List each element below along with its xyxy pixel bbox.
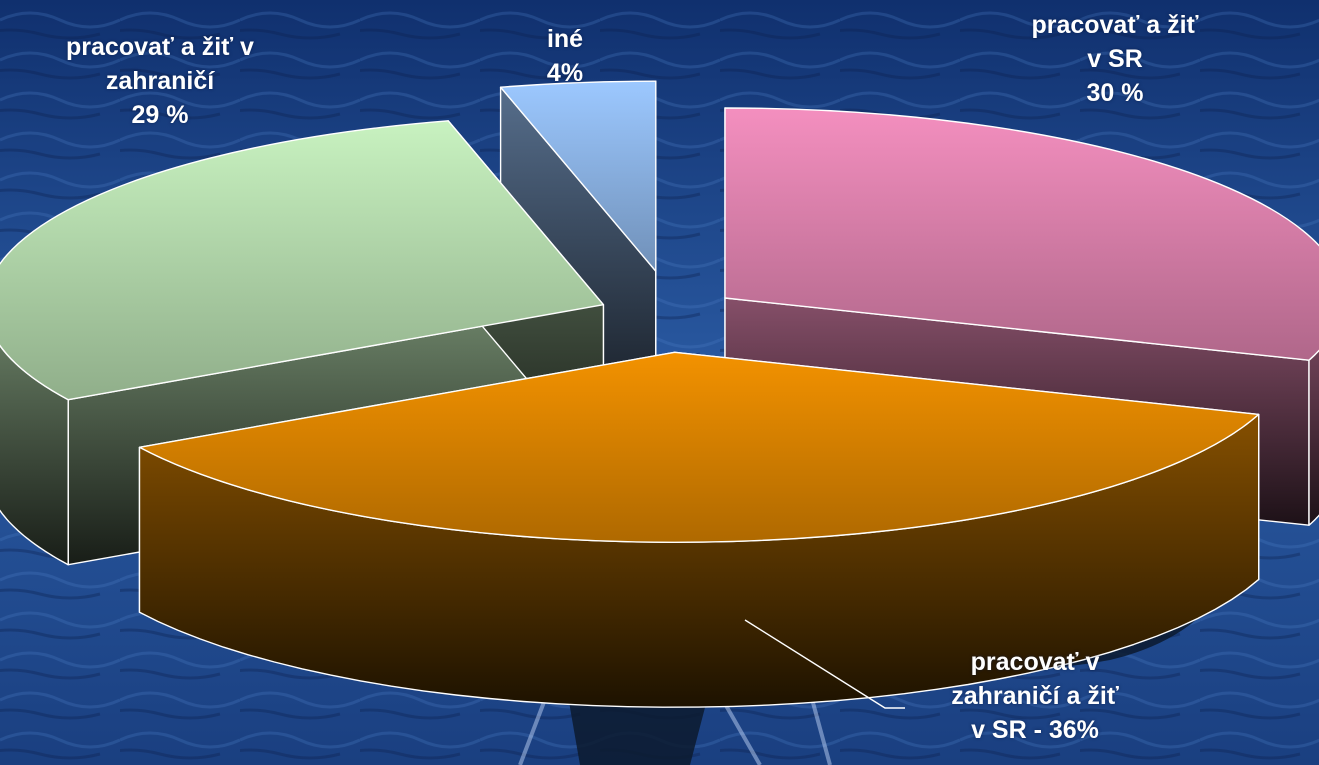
slice-label-0-line-2: 30 %: [1086, 79, 1144, 107]
pie-slice-0-rim: [1308, 349, 1319, 526]
slice-label-1-line-2: v SR - 36%: [971, 716, 1099, 744]
slice-label-2-line-1: zahraničí: [105, 67, 215, 95]
slice-label-1-line-1: zahraničí a žiť: [951, 682, 1119, 710]
pie-slice-2-top: [0, 120, 605, 401]
slice-label-0: pracovať a žiť v SR 30 %: [1005, 8, 1225, 110]
slice-label-3-line-0: iné: [546, 25, 584, 53]
slice-label-3-line-1: 4%: [546, 59, 584, 87]
pie-slice-3-top: [499, 80, 657, 272]
pie-slice-1-top: [138, 351, 1260, 543]
slice-label-1-line-0: pracovať v: [970, 648, 1100, 676]
slice-label-2-line-0: pracovať a žiť v: [66, 33, 254, 61]
pie-slice-1: [138, 351, 1260, 708]
pie-slice-0-top: [724, 107, 1319, 361]
slice-label-2-line-2: 29 %: [131, 101, 189, 129]
slice-label-3: iné 4%: [505, 22, 625, 90]
slice-label-0-line-0: pracovať a žiť: [1031, 11, 1199, 39]
slice-label-0-line-1: v SR: [1087, 45, 1143, 73]
leader-line: [744, 619, 905, 709]
slice-label-1: pracovať v zahraničí a žiť v SR - 36%: [915, 645, 1155, 747]
slice-label-2: pracovať a žiť v zahraničí 29 %: [30, 30, 290, 132]
